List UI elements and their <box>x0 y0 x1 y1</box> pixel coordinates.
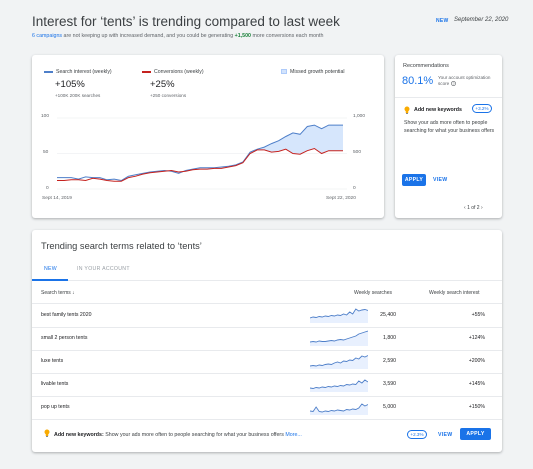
right-tick: 0 <box>353 186 356 191</box>
pager-label: 1 of 2 <box>467 205 480 211</box>
weekly-interest-value: +124% <box>468 335 485 341</box>
right-tick: 1,000 <box>353 114 366 119</box>
weekly-interest-value: +145% <box>468 381 485 387</box>
optimization-score: 80.1% <box>402 75 434 87</box>
optimization-score-label: Your account optimization score ? <box>438 75 491 86</box>
sparkline-line <box>310 355 368 367</box>
sparkline-line <box>310 403 368 413</box>
row-divider <box>32 350 502 351</box>
x-end-label: Sept 22, 2020 <box>326 196 356 201</box>
row-divider <box>32 373 502 374</box>
interest-line-chart <box>57 117 347 190</box>
row-divider <box>32 396 502 397</box>
missed-growth-area <box>250 125 343 155</box>
recommendations-card: Recommendations 80.1% Your account optim… <box>395 55 502 218</box>
sparkline-line <box>310 379 368 389</box>
legend-search: Search interest (weekly) <box>44 69 112 75</box>
weekly-searches-value: 5,000 <box>383 404 396 410</box>
search-term: livable tents <box>41 381 69 387</box>
search-term: small 2 person tents <box>41 335 88 341</box>
sparkline-area <box>310 404 368 415</box>
sparkline-area <box>310 355 368 369</box>
weekly-searches-value: 2,590 <box>383 358 396 364</box>
search-term: best family tents 2020 <box>41 312 92 318</box>
x-start-label: Sept 14, 2019 <box>42 196 72 201</box>
weekly-interest-value: +150% <box>468 404 485 410</box>
search-term: luxe tents <box>41 358 64 364</box>
more-link[interactable]: More... <box>283 432 302 438</box>
arrow-down-icon: ↓ <box>72 290 75 296</box>
active-tab-indicator <box>32 279 68 281</box>
sparkline-area <box>310 309 368 323</box>
chevron-right-icon[interactable]: › <box>480 205 483 211</box>
conversions-line <box>57 147 343 182</box>
left-tick: 50 <box>43 150 49 155</box>
row-divider <box>32 327 502 328</box>
subtitle-text: are not keeping up with increased demand… <box>62 33 235 39</box>
tab-divider <box>32 280 502 281</box>
left-tick: 100 <box>41 114 50 119</box>
search-detail: +100K 200K searches <box>55 93 101 98</box>
campaigns-link[interactable]: 6 campaigns <box>32 33 63 39</box>
column-header-search-terms[interactable]: Search terms ↓ <box>41 290 75 296</box>
footer-uplift-chip: +2.3% <box>407 430 427 439</box>
row-divider <box>32 419 502 420</box>
interest-chart-card: Search interest (weekly) Conversions (we… <box>32 55 384 218</box>
conversions-delta: +25% <box>150 79 175 90</box>
right-tick: 500 <box>353 150 362 155</box>
page-title: Interest for ‘tents’ is trending compare… <box>32 14 340 29</box>
svg-text:?: ? <box>452 81 454 85</box>
trending-title: Trending search terms related to ‘tents’ <box>41 241 202 251</box>
trend-sparkline <box>310 308 368 323</box>
legend-missed: Missed growth potential <box>281 69 345 75</box>
search-delta: +105% <box>55 79 85 90</box>
recommendation-pager: ‹ 1 of 2 › <box>464 205 483 211</box>
page-subtitle: 6 campaigns are not keeping up with incr… <box>32 33 323 39</box>
trend-sparkline <box>310 355 368 369</box>
conversions-detail: +250 conversions <box>150 93 187 98</box>
lightbulb-icon <box>404 106 410 114</box>
score-uplift-chip: +3.2% <box>472 104 492 113</box>
tab-in-your-account[interactable]: IN YOUR ACCOUNT <box>77 266 130 272</box>
view-button[interactable]: VIEW <box>433 177 448 183</box>
weekly-interest-value: +55% <box>471 312 485 318</box>
help-icon[interactable]: ? <box>450 80 456 86</box>
search-interest-line <box>57 124 343 182</box>
new-badge: NEW <box>436 18 449 24</box>
left-tick: 0 <box>46 186 49 191</box>
sparkline-line <box>310 308 368 319</box>
footer-recommendation: Add new keywords: Show your ads more oft… <box>54 432 302 438</box>
search-term: pop up tents <box>41 404 70 410</box>
legend-conversions: Conversions (weekly) <box>142 69 204 75</box>
footer-view-button[interactable]: VIEW <box>438 432 453 438</box>
chevron-left-icon[interactable]: ‹ <box>464 205 466 211</box>
column-header-weekly-interest: Weekly search interest <box>429 290 480 296</box>
divider <box>395 97 502 98</box>
weekly-searches-value: 1,800 <box>383 335 396 341</box>
recommendations-title: Recommendations <box>403 63 449 69</box>
tab-new[interactable]: NEW <box>44 266 58 272</box>
report-date: September 22, 2020 <box>454 17 509 23</box>
trending-terms-card: Trending search terms related to ‘tents’… <box>32 230 502 452</box>
recommendation-title: Add new keywords <box>414 107 462 113</box>
weekly-searches-value: 3,590 <box>383 381 396 387</box>
weekly-interest-value: +200% <box>468 358 485 364</box>
weekly-searches-value: 25,400 <box>380 312 396 318</box>
trend-sparkline <box>310 379 368 392</box>
trend-sparkline <box>310 330 368 346</box>
row-divider <box>32 303 502 304</box>
recommendation-description: Show your ads more often to people searc… <box>404 120 495 134</box>
sparkline-area <box>310 331 368 346</box>
lightbulb-icon <box>44 429 50 437</box>
trend-sparkline <box>310 403 368 415</box>
conversions-highlight: +1,500 <box>234 33 251 39</box>
sparkline-line <box>310 330 368 343</box>
subtitle-end: more conversions each month <box>250 33 324 39</box>
footer-apply-button[interactable]: APPLY <box>460 428 491 440</box>
apply-button[interactable]: APPLY <box>402 174 426 186</box>
column-header-weekly-searches: Weekly searches <box>354 290 392 296</box>
